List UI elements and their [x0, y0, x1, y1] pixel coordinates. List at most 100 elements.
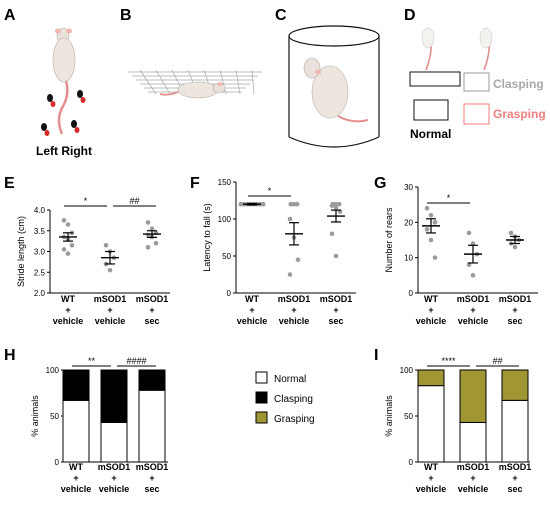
data-point — [333, 253, 339, 259]
data-point — [336, 201, 342, 207]
significance-label: * — [268, 186, 272, 196]
x-tick-label: + — [149, 473, 154, 483]
significance-label: #### — [126, 356, 146, 366]
data-point — [149, 226, 155, 231]
mouse-top-view-illustration — [52, 27, 76, 135]
data-point — [61, 218, 67, 223]
bar-segment-grasping — [417, 369, 445, 387]
data-point — [238, 201, 244, 207]
x-tick-label: vehicle — [61, 484, 92, 494]
x-tick-label: vehicle — [416, 316, 447, 326]
significance-label: * — [84, 196, 88, 206]
x-tick-label: vehicle — [53, 316, 84, 326]
y-tick-label: 2.5 — [34, 268, 46, 277]
x-tick-label: mSOD1 — [320, 294, 353, 304]
x-tick-label: WT — [61, 294, 75, 304]
x-tick-label: + — [428, 305, 433, 315]
data-point — [512, 244, 518, 250]
y-axis-label: Number of rears — [384, 207, 394, 273]
y-tick-label: 0 — [55, 458, 60, 467]
x-tick-label: + — [512, 305, 517, 315]
data-point — [260, 201, 266, 207]
y-tick-label: 10 — [404, 254, 413, 263]
data-point — [428, 212, 434, 218]
data-point — [145, 245, 151, 250]
legend-swatch-clasping — [255, 391, 268, 404]
data-point — [145, 232, 151, 238]
legend-label-normal: Normal — [274, 374, 306, 385]
panel-letter-b: B — [120, 7, 132, 24]
data-point — [466, 262, 472, 268]
mouse-rearing-illustration — [303, 57, 369, 123]
x-tick-label: + — [470, 473, 475, 483]
legend-label-grasping: Grasping — [274, 414, 315, 425]
panel-d: D Normal Clasping Grasping — [404, 7, 546, 141]
x-tick-label: mSOD1 — [98, 462, 131, 472]
panel-letter-d: D — [404, 7, 416, 24]
data-point — [432, 255, 438, 260]
panel-a: A Left Right — [4, 7, 92, 158]
y-tick-label: 3.0 — [34, 248, 46, 257]
x-tick-label: vehicle — [458, 316, 489, 326]
y-tick-label: 0 — [409, 458, 414, 467]
panel-c: C — [275, 7, 380, 148]
y-tick-label: 4.0 — [34, 206, 46, 215]
x-tick-label: mSOD1 — [499, 294, 532, 304]
y-axis-label: Latency to fall (s) — [202, 203, 212, 272]
y-tick-label: 50 — [222, 252, 231, 261]
x-tick-label: vehicle — [416, 484, 447, 494]
y-tick-label: 30 — [404, 183, 413, 192]
data-point — [107, 267, 113, 273]
normal-label: Normal — [410, 127, 451, 141]
y-axis-label: % animals — [30, 395, 40, 437]
legend-swatch-normal — [255, 371, 268, 384]
normal-zoom-box — [413, 99, 449, 121]
x-tick-label: mSOD1 — [94, 294, 127, 304]
x-tick-label: + — [428, 473, 433, 483]
legend: Normal Clasping Grasping — [255, 371, 315, 425]
data-point — [295, 257, 301, 263]
x-tick-label: vehicle — [237, 316, 268, 326]
y-tick-label: 150 — [218, 178, 232, 187]
x-tick-label: WT — [69, 462, 83, 472]
x-tick-label: sec — [507, 484, 522, 494]
panel-letter-i: I — [374, 347, 378, 364]
y-tick-label: 0 — [409, 289, 414, 298]
data-point — [428, 237, 434, 243]
x-tick-label: + — [512, 473, 517, 483]
x-tick-label: WT — [424, 294, 438, 304]
panel-letter-g: G — [374, 175, 386, 192]
x-tick-label: + — [333, 305, 338, 315]
bar-segment-normal — [100, 421, 128, 463]
data-point — [470, 273, 476, 278]
data-point — [145, 220, 151, 225]
data-point — [424, 205, 430, 211]
x-tick-label: mSOD1 — [136, 462, 169, 472]
data-point — [424, 227, 430, 232]
mouse-tail-suspension-illustration — [421, 27, 493, 71]
y-tick-label: 3.5 — [34, 227, 46, 236]
x-tick-label: WT — [245, 294, 259, 304]
bar-segment-clasping — [138, 369, 166, 391]
x-tick-label: vehicle — [458, 484, 489, 494]
footprints-illustration — [41, 90, 86, 136]
x-tick-label: sec — [328, 316, 343, 326]
data-point — [470, 241, 476, 246]
clasping-zoom-box — [463, 72, 490, 92]
data-point — [69, 242, 75, 248]
y-tick-label: 0 — [227, 289, 232, 298]
significance-label: ## — [129, 196, 139, 206]
data-point — [65, 222, 71, 227]
data-point — [153, 240, 159, 246]
bar-segment-grasping — [459, 369, 487, 423]
data-point — [65, 251, 71, 256]
data-point — [287, 272, 293, 277]
panel-letter-c: C — [275, 7, 287, 24]
panel-letter-a: A — [4, 7, 16, 24]
y-tick-label: 2.0 — [34, 289, 46, 298]
legend-label-clasping: Clasping — [274, 394, 313, 405]
